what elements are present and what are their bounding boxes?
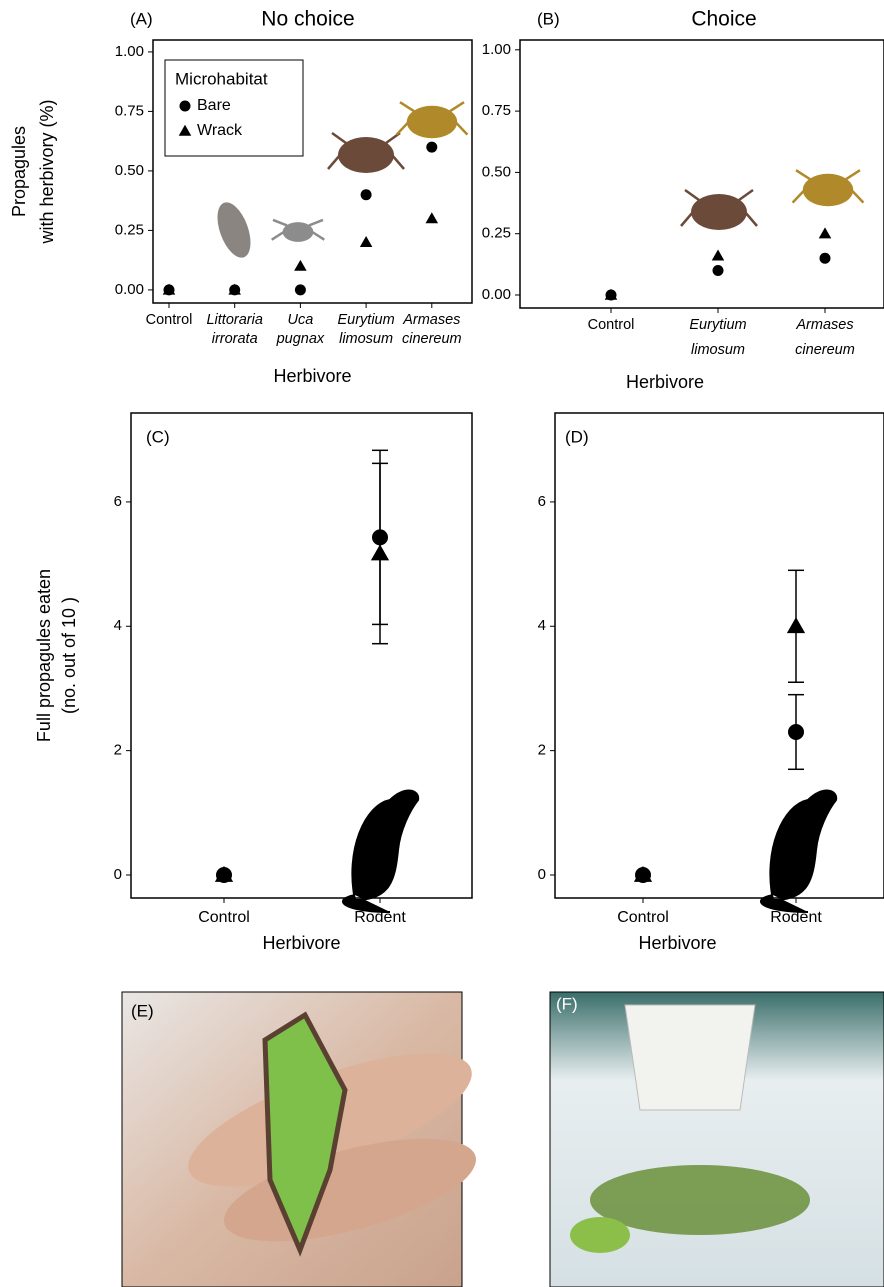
x-axis-label: Herbivore <box>638 933 716 953</box>
x-tick-label: Rodent <box>770 909 822 926</box>
x-tick-label: Control <box>146 312 193 328</box>
x-tick-label: Control <box>617 909 669 926</box>
snail-icon <box>217 202 251 258</box>
y-axis-label: Propagules <box>9 126 29 217</box>
point <box>214 865 234 882</box>
debris <box>570 1217 630 1253</box>
chart-title: Choice <box>691 8 756 31</box>
y-tick-label: 0.25 <box>482 225 511 242</box>
y-tick-label: 2 <box>114 742 122 759</box>
x-tick-label: Littoraria irrorata <box>206 312 262 347</box>
panel-label: (B) <box>537 9 560 28</box>
point <box>818 227 832 239</box>
panel-label: (C) <box>146 427 170 446</box>
point <box>819 252 831 264</box>
point <box>294 259 307 271</box>
point <box>370 544 390 561</box>
panel-label: (D) <box>565 427 589 446</box>
y-tick-label: 0.50 <box>115 162 144 179</box>
point <box>604 288 618 300</box>
x-axis-label: Herbivore <box>273 366 351 386</box>
y-tick-label: 2 <box>538 742 546 759</box>
chart-title: No choice <box>261 8 354 31</box>
photo-e: (E) <box>121 991 476 1287</box>
y-tick-label: 0.00 <box>115 281 144 298</box>
photo-label: (E) <box>131 1001 154 1020</box>
propagule <box>262 1011 348 1257</box>
crab-icon <box>406 105 458 139</box>
legend-label: Wrack <box>197 122 243 139</box>
debris <box>590 1165 810 1235</box>
x-tick-label: Control <box>198 909 250 926</box>
point <box>711 249 725 261</box>
point <box>360 189 372 201</box>
crab-icon <box>282 222 314 242</box>
point <box>228 283 241 295</box>
cup <box>624 1004 756 1111</box>
x-tick-label: Rodent <box>354 909 406 926</box>
plot-frame <box>130 412 473 899</box>
point <box>426 141 438 153</box>
y-tick-label: 6 <box>114 493 122 510</box>
x-axis-label: Herbivore <box>262 933 340 953</box>
point <box>786 617 806 634</box>
y-tick-label: 0.75 <box>482 102 511 119</box>
rodent-icon <box>342 789 420 913</box>
y-tick-label: 0 <box>114 866 122 883</box>
rodent-icon <box>760 789 838 913</box>
legend-marker <box>179 100 191 112</box>
y-tick-label: 1.00 <box>482 41 511 58</box>
y-tick-label: 0 <box>538 866 546 883</box>
x-tick-label: Armases cinereum <box>795 317 855 358</box>
y-axis-label: (no. out of 10 ) <box>59 597 79 714</box>
crab-legs <box>271 218 325 241</box>
plot-frame <box>152 39 473 304</box>
crab-legs <box>680 188 758 227</box>
crab-legs <box>791 169 865 204</box>
point <box>425 212 439 224</box>
y-tick-label: 0.25 <box>115 221 144 238</box>
panel: (A) No choice Herbivore Propagules with herb… <box>9 8 473 386</box>
x-tick-label: Eurytium limosum <box>337 312 394 347</box>
y-tick-label: 4 <box>114 617 122 634</box>
y-tick-label: 6 <box>538 493 546 510</box>
x-tick-label: Uca pugnax <box>276 312 325 347</box>
crab-icon <box>802 173 854 207</box>
crab-icon <box>691 194 747 230</box>
y-tick-label: 0.00 <box>482 286 511 303</box>
legend-marker <box>178 124 192 136</box>
panel: (D) Herbivore 0 2 4 6 Control Rodent <box>538 412 884 953</box>
x-tick-label: Control <box>588 317 635 333</box>
panel: (C) Herbivore Full propagules eaten (no. ou… <box>34 412 473 953</box>
crab-legs <box>395 101 469 136</box>
point <box>633 865 653 882</box>
crab-icon <box>338 137 394 173</box>
y-axis-label: with herbivory (%) <box>37 99 57 244</box>
point <box>162 283 176 295</box>
photo-label: (F) <box>556 994 578 1013</box>
panel-label: (A) <box>130 9 153 28</box>
x-tick-label: Eurytium limosum <box>689 317 746 358</box>
legend-title: Microhabitat <box>175 69 268 88</box>
y-tick-label: 4 <box>538 617 546 634</box>
photo-f: (F) <box>549 991 884 1287</box>
y-tick-label: 1.00 <box>115 43 144 60</box>
y-tick-label: 0.75 <box>115 102 144 119</box>
y-axis-label: Full propagules eaten <box>34 569 54 742</box>
x-tick-label: Armases cinereum <box>402 312 462 347</box>
x-axis-label: Herbivore <box>626 372 704 392</box>
point <box>712 264 724 276</box>
plot-frame <box>554 412 884 899</box>
crab-legs <box>327 131 405 170</box>
plot-frame <box>519 39 884 309</box>
point <box>359 236 373 248</box>
point <box>788 723 804 740</box>
legend-label: Bare <box>197 97 231 114</box>
y-tick-label: 0.50 <box>482 163 511 180</box>
point <box>294 284 306 296</box>
panel: (B) Choice Herbivore 0.00 0.25 0.50 0.75 1.00 Co… <box>482 8 884 392</box>
